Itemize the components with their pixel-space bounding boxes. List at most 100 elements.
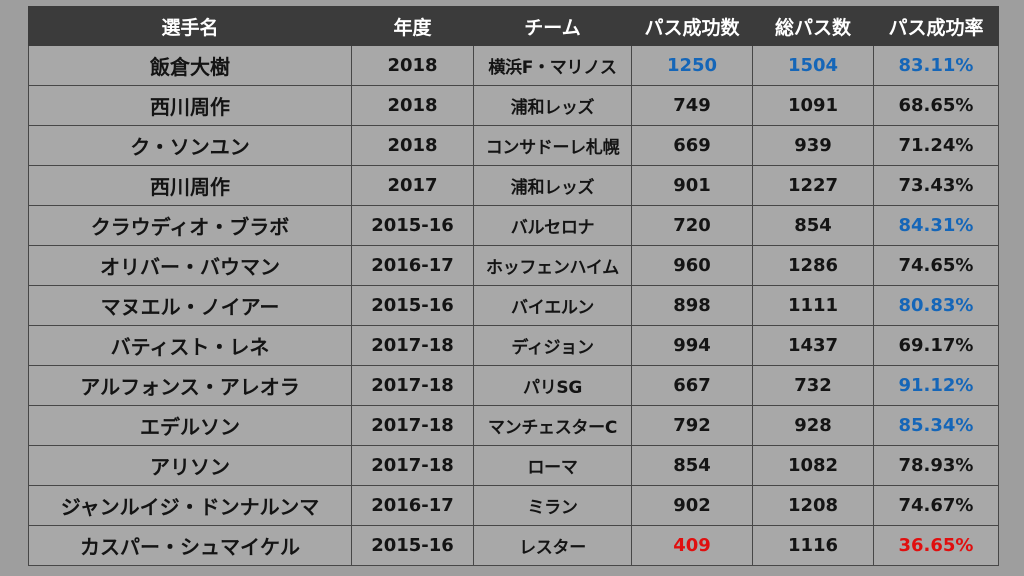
table-header: 選手名 年度 チーム パス成功数 総パス数 パス成功率 xyxy=(28,6,999,46)
header-season: 年度 xyxy=(351,6,474,46)
cell-player: オリバー・バウマン xyxy=(28,245,352,286)
cell-season: 2017-18 xyxy=(351,325,474,366)
cell-pass-rate: 83.11% xyxy=(873,45,999,86)
cell-pass-rate: 91.12% xyxy=(873,365,999,406)
cell-pass-rate: 71.24% xyxy=(873,125,999,166)
cell-pass-rate: 36.65% xyxy=(873,525,999,566)
cell-total-passes: 1082 xyxy=(752,445,874,486)
cell-total-passes: 1504 xyxy=(752,45,874,86)
cell-player: エデルソン xyxy=(28,405,352,446)
cell-pass-rate: 74.67% xyxy=(873,485,999,526)
cell-team: パリSG xyxy=(473,365,632,406)
table-row: アリソン 2017-18 ローマ 854 1082 78.93% xyxy=(28,445,999,486)
cell-total-passes: 1111 xyxy=(752,285,874,326)
cell-pass-success: 960 xyxy=(631,245,753,286)
table-row: 西川周作 2017 浦和レッズ 901 1227 73.43% xyxy=(28,165,999,206)
cell-team: マンチェスターC xyxy=(473,405,632,446)
table-row: カスパー・シュマイケル 2015-16 レスター 409 1116 36.65% xyxy=(28,525,999,566)
cell-season: 2018 xyxy=(351,85,474,126)
goalkeeper-pass-table-container: 選手名 年度 チーム パス成功数 総パス数 パス成功率 飯倉大樹 2018 横浜F・… xyxy=(28,6,999,566)
cell-season: 2015-16 xyxy=(351,285,474,326)
cell-season: 2015-16 xyxy=(351,525,474,566)
cell-season: 2017-18 xyxy=(351,445,474,486)
cell-pass-success: 669 xyxy=(631,125,753,166)
cell-season: 2018 xyxy=(351,45,474,86)
header-team: チーム xyxy=(473,6,632,46)
cell-player: 西川周作 xyxy=(28,165,352,206)
goalkeeper-pass-table: 選手名 年度 チーム パス成功数 総パス数 パス成功率 飯倉大樹 2018 横浜F・… xyxy=(28,6,999,566)
cell-team: 横浜F・マリノス xyxy=(473,45,632,86)
header-pass-rate: パス成功率 xyxy=(873,6,999,46)
header-player: 選手名 xyxy=(28,6,352,46)
cell-team: バルセロナ xyxy=(473,205,632,246)
cell-total-passes: 854 xyxy=(752,205,874,246)
cell-total-passes: 928 xyxy=(752,405,874,446)
cell-player: カスパー・シュマイケル xyxy=(28,525,352,566)
cell-season: 2017-18 xyxy=(351,365,474,406)
cell-team: ディジョン xyxy=(473,325,632,366)
cell-player: ジャンルイジ・ドンナルンマ xyxy=(28,485,352,526)
table-row: エデルソン 2017-18 マンチェスターC 792 928 85.34% xyxy=(28,405,999,446)
cell-total-passes: 1227 xyxy=(752,165,874,206)
cell-team: 浦和レッズ xyxy=(473,165,632,206)
cell-player: ク・ソンユン xyxy=(28,125,352,166)
header-total-passes: 総パス数 xyxy=(752,6,874,46)
cell-pass-success: 720 xyxy=(631,205,753,246)
cell-season: 2015-16 xyxy=(351,205,474,246)
cell-pass-rate: 78.93% xyxy=(873,445,999,486)
cell-total-passes: 1091 xyxy=(752,85,874,126)
cell-pass-rate: 73.43% xyxy=(873,165,999,206)
table-row: アルフォンス・アレオラ 2017-18 パリSG 667 732 91.12% xyxy=(28,365,999,406)
cell-total-passes: 1286 xyxy=(752,245,874,286)
cell-team: ローマ xyxy=(473,445,632,486)
cell-pass-success: 409 xyxy=(631,525,753,566)
cell-player: 西川周作 xyxy=(28,85,352,126)
cell-pass-success: 898 xyxy=(631,285,753,326)
cell-season: 2016-17 xyxy=(351,485,474,526)
cell-pass-success: 749 xyxy=(631,85,753,126)
cell-pass-rate: 68.65% xyxy=(873,85,999,126)
header-row: 選手名 年度 チーム パス成功数 総パス数 パス成功率 xyxy=(28,6,999,46)
cell-player: マヌエル・ノイアー xyxy=(28,285,352,326)
cell-pass-success: 994 xyxy=(631,325,753,366)
cell-player: アルフォンス・アレオラ xyxy=(28,365,352,406)
cell-pass-success: 854 xyxy=(631,445,753,486)
cell-total-passes: 1437 xyxy=(752,325,874,366)
table-row: マヌエル・ノイアー 2015-16 バイエルン 898 1111 80.83% xyxy=(28,285,999,326)
cell-team: ミラン xyxy=(473,485,632,526)
cell-season: 2017-18 xyxy=(351,405,474,446)
cell-pass-rate: 80.83% xyxy=(873,285,999,326)
cell-season: 2016-17 xyxy=(351,245,474,286)
cell-pass-success: 902 xyxy=(631,485,753,526)
cell-total-passes: 939 xyxy=(752,125,874,166)
cell-pass-rate: 74.65% xyxy=(873,245,999,286)
header-pass-success: パス成功数 xyxy=(631,6,753,46)
cell-player: クラウディオ・ブラボ xyxy=(28,205,352,246)
table-row: 飯倉大樹 2018 横浜F・マリノス 1250 1504 83.11% xyxy=(28,45,999,86)
cell-pass-rate: 84.31% xyxy=(873,205,999,246)
table-row: 西川周作 2018 浦和レッズ 749 1091 68.65% xyxy=(28,85,999,126)
cell-pass-success: 1250 xyxy=(631,45,753,86)
table-row: ジャンルイジ・ドンナルンマ 2016-17 ミラン 902 1208 74.67% xyxy=(28,485,999,526)
table-row: オリバー・バウマン 2016-17 ホッフェンハイム 960 1286 74.65% xyxy=(28,245,999,286)
cell-team: 浦和レッズ xyxy=(473,85,632,126)
cell-player: バティスト・レネ xyxy=(28,325,352,366)
table-row: ク・ソンユン 2018 コンサドーレ札幌 669 939 71.24% xyxy=(28,125,999,166)
cell-total-passes: 1208 xyxy=(752,485,874,526)
cell-pass-rate: 69.17% xyxy=(873,325,999,366)
cell-player: アリソン xyxy=(28,445,352,486)
table-row: バティスト・レネ 2017-18 ディジョン 994 1437 69.17% xyxy=(28,325,999,366)
cell-team: コンサドーレ札幌 xyxy=(473,125,632,166)
table-body: 飯倉大樹 2018 横浜F・マリノス 1250 1504 83.11% 西川周作 2018 浦和… xyxy=(28,45,999,566)
cell-total-passes: 732 xyxy=(752,365,874,406)
cell-pass-success: 667 xyxy=(631,365,753,406)
cell-team: レスター xyxy=(473,525,632,566)
table-row: クラウディオ・ブラボ 2015-16 バルセロナ 720 854 84.31% xyxy=(28,205,999,246)
cell-pass-rate: 85.34% xyxy=(873,405,999,446)
cell-season: 2018 xyxy=(351,125,474,166)
cell-player: 飯倉大樹 xyxy=(28,45,352,86)
cell-team: ホッフェンハイム xyxy=(473,245,632,286)
cell-pass-success: 901 xyxy=(631,165,753,206)
cell-pass-success: 792 xyxy=(631,405,753,446)
cell-team: バイエルン xyxy=(473,285,632,326)
